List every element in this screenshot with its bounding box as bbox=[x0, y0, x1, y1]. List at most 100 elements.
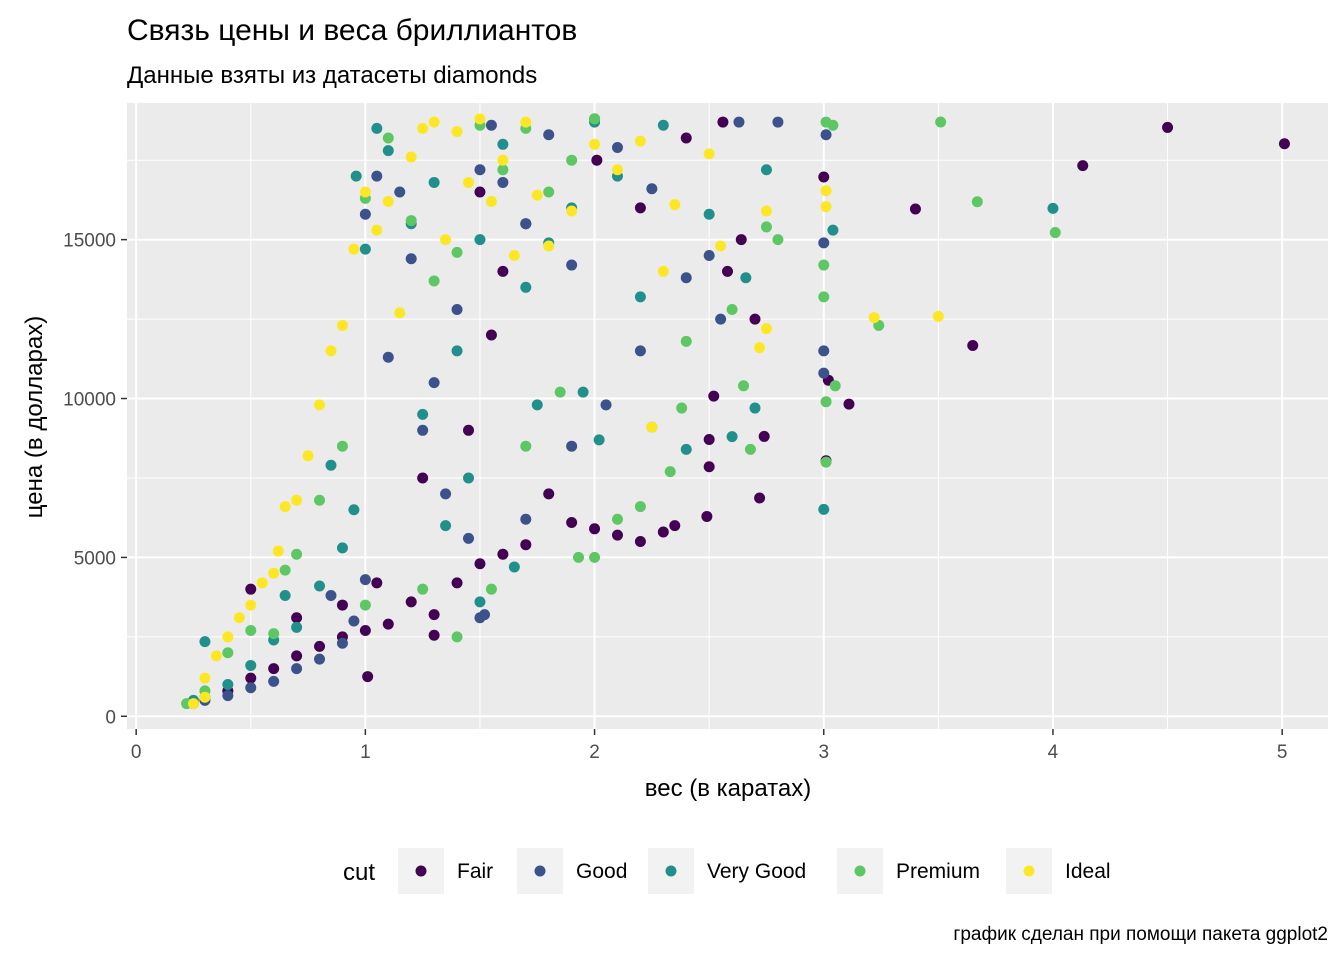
data-point bbox=[818, 259, 830, 271]
data-point bbox=[451, 246, 463, 258]
legend-label: Very Good bbox=[707, 860, 806, 883]
data-point bbox=[279, 590, 291, 602]
data-point bbox=[657, 526, 669, 538]
data-point bbox=[818, 237, 830, 249]
x-tick-label: 1 bbox=[360, 742, 371, 763]
data-point bbox=[291, 548, 303, 560]
data-point bbox=[440, 234, 452, 246]
data-point bbox=[634, 202, 646, 214]
data-point bbox=[740, 272, 752, 284]
data-point bbox=[703, 461, 715, 473]
data-point bbox=[497, 265, 509, 277]
data-point bbox=[818, 291, 830, 303]
data-point bbox=[245, 672, 257, 684]
data-point bbox=[314, 640, 326, 652]
data-point bbox=[417, 424, 429, 436]
data-point bbox=[589, 523, 601, 535]
data-point bbox=[715, 313, 727, 325]
legend-item: Fair bbox=[398, 848, 493, 894]
data-point bbox=[1162, 121, 1174, 133]
chart-subtitle: Данные взяты из датасеты diamonds bbox=[127, 62, 537, 89]
data-point bbox=[359, 186, 371, 198]
data-point bbox=[646, 183, 658, 195]
data-point bbox=[279, 501, 291, 513]
x-tick-label: 4 bbox=[1048, 742, 1059, 763]
data-point bbox=[497, 548, 509, 560]
data-point bbox=[359, 208, 371, 220]
data-point bbox=[245, 659, 257, 671]
data-point bbox=[325, 590, 337, 602]
data-point bbox=[589, 138, 601, 150]
data-point bbox=[199, 672, 211, 684]
legend-label: Fair bbox=[457, 860, 493, 883]
data-point bbox=[405, 151, 417, 163]
data-point bbox=[405, 215, 417, 227]
data-point bbox=[717, 116, 729, 128]
data-point bbox=[543, 186, 555, 198]
series-good bbox=[187, 113, 832, 710]
data-point bbox=[382, 351, 394, 363]
data-point bbox=[543, 488, 555, 500]
data-point bbox=[577, 386, 589, 398]
data-point bbox=[336, 599, 348, 611]
data-point bbox=[463, 176, 475, 188]
data-point bbox=[634, 536, 646, 548]
plot-panel bbox=[127, 103, 1328, 729]
legend-title: cut bbox=[343, 859, 375, 886]
data-point bbox=[634, 291, 646, 303]
data-point bbox=[591, 154, 603, 166]
legend-swatch bbox=[415, 865, 427, 877]
data-point bbox=[371, 577, 383, 589]
data-point bbox=[394, 307, 406, 319]
data-point bbox=[314, 494, 326, 506]
data-point bbox=[382, 196, 394, 208]
data-point bbox=[451, 304, 463, 316]
data-point bbox=[827, 224, 839, 236]
x-tick-label: 5 bbox=[1277, 742, 1288, 763]
data-point bbox=[348, 243, 360, 255]
data-point bbox=[474, 164, 486, 176]
legend-swatch bbox=[1023, 865, 1035, 877]
legend: cut Fair Good Very Good Premium Ideal bbox=[343, 848, 1111, 894]
data-point bbox=[222, 647, 234, 659]
data-point bbox=[268, 567, 280, 579]
x-tick-label: 2 bbox=[589, 742, 600, 763]
data-point bbox=[703, 148, 715, 160]
data-point bbox=[818, 367, 830, 379]
data-point bbox=[589, 113, 601, 125]
y-tick-label: 15000 bbox=[63, 231, 116, 252]
data-point bbox=[589, 551, 601, 563]
data-point bbox=[701, 510, 713, 522]
data-point bbox=[245, 583, 257, 595]
data-point bbox=[474, 186, 486, 198]
axes: 0 1 2 3 4 5 0 5000 10000 15000 bbox=[63, 231, 1287, 763]
data-point bbox=[520, 281, 532, 293]
legend-item: Premium bbox=[837, 848, 980, 894]
data-point bbox=[485, 583, 497, 595]
data-point bbox=[302, 450, 314, 462]
data-point bbox=[735, 234, 747, 246]
data-point bbox=[634, 135, 646, 147]
data-point bbox=[187, 698, 199, 710]
data-point bbox=[680, 272, 692, 284]
data-point bbox=[325, 459, 337, 471]
scatter-points bbox=[181, 113, 1290, 710]
data-point bbox=[680, 335, 692, 347]
data-point bbox=[382, 618, 394, 630]
data-point bbox=[245, 624, 257, 636]
y-tick-label: 5000 bbox=[74, 548, 116, 569]
data-point bbox=[336, 440, 348, 452]
data-point bbox=[738, 380, 750, 392]
data-point bbox=[669, 199, 681, 211]
data-point bbox=[371, 224, 383, 236]
data-point bbox=[474, 113, 486, 125]
data-point bbox=[733, 116, 745, 128]
data-point bbox=[566, 154, 578, 166]
data-point bbox=[543, 129, 555, 141]
data-point bbox=[827, 119, 839, 131]
data-point bbox=[772, 234, 784, 246]
data-point bbox=[474, 558, 486, 570]
data-point bbox=[199, 691, 211, 703]
data-point bbox=[497, 176, 509, 188]
data-point bbox=[405, 253, 417, 265]
